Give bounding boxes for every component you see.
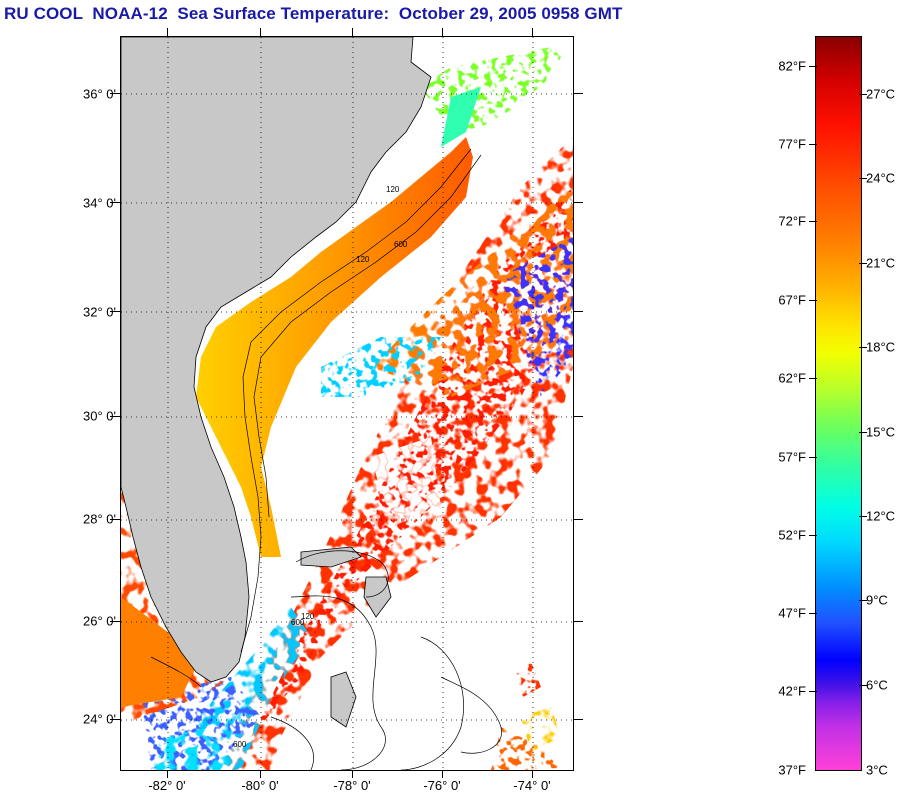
colorbar-f-label: 52°F [778, 527, 806, 543]
colorbar-tick [859, 685, 867, 686]
lat-tick [110, 621, 120, 622]
lat-tick [110, 202, 120, 203]
lon-tick [260, 770, 261, 778]
colorbar-c-label: 18°C [866, 339, 896, 355]
lat-tick [110, 416, 120, 417]
colorbar-c-label: 9°C [866, 592, 888, 608]
lon-tick [442, 28, 443, 36]
lat-tick [573, 416, 583, 417]
colorbar-tick [809, 144, 817, 145]
colorbar-f-label: 72°F [778, 213, 806, 229]
colorbar-f-label: 62°F [778, 370, 806, 386]
lon-label: -78° 0' [333, 778, 371, 793]
lat-tick [573, 311, 583, 312]
colorbar-c-label: 21°C [866, 255, 896, 271]
lat-label: 26° 0' [83, 613, 116, 629]
colorbar-tick [809, 378, 817, 379]
colorbar-tick [809, 66, 817, 67]
colorbar-tick [809, 457, 817, 458]
lon-label: -76° 0' [423, 778, 461, 793]
bathymetry-contours [150, 148, 502, 770]
lat-label: 34° 0' [83, 195, 116, 211]
colorbar-c-label: 6°C [866, 677, 888, 693]
sst-map[interactable]: 120 600 120 600 120 600 [120, 36, 574, 771]
lon-label: -74° 0' [513, 778, 551, 793]
colorbar-tick [809, 300, 817, 301]
sst-map-canvas: 120 600 120 600 120 600 [121, 37, 573, 770]
colorbar-f-label: 77°F [778, 136, 806, 152]
colorbar-tick [809, 221, 817, 222]
colorbar-f-label: 47°F [778, 605, 806, 621]
lon-tick [532, 770, 533, 778]
colorbar-c-label: 27°C [866, 86, 896, 102]
contour-label: 600 [233, 740, 247, 749]
lat-label: 36° 0' [83, 86, 116, 102]
colorbar-c-label: 15°C [866, 424, 896, 440]
lat-tick [573, 93, 583, 94]
colorbar-tick [809, 691, 817, 692]
colorbar-tick [859, 600, 867, 601]
colorbar-tick [859, 516, 867, 517]
lat-tick [110, 93, 120, 94]
lon-tick [532, 28, 533, 36]
lon-tick [167, 770, 168, 778]
colorbar-tick [859, 94, 867, 95]
temperature-colorbar [815, 36, 862, 771]
lat-label: 24° 0' [83, 711, 116, 727]
colorbar-f-label: 67°F [778, 292, 806, 308]
lon-tick [352, 28, 353, 36]
graticule [121, 37, 573, 770]
colorbar-c-label: 24°C [866, 170, 896, 186]
lat-tick [110, 719, 120, 720]
contour-label: 120 [356, 255, 370, 264]
colorbar-f-label: 37°F [778, 762, 806, 778]
lat-tick [573, 719, 583, 720]
colorbar-tick [859, 263, 867, 264]
colorbar-f-label: 82°F [778, 58, 806, 74]
colorbar-tick [809, 535, 817, 536]
colorbar-c-label: 12°C [866, 508, 896, 524]
colorbar-f-label: 42°F [778, 683, 806, 699]
map-title: RU COOL NOAA-12 Sea Surface Temperature:… [4, 4, 623, 23]
lon-tick [442, 770, 443, 778]
lon-label: -82° 0' [148, 778, 186, 793]
contour-label: 600 [394, 240, 408, 249]
bahamas-islands [300, 546, 392, 728]
lat-label: 30° 0' [83, 408, 116, 424]
colorbar-tick [859, 347, 867, 348]
contour-label: 600 [291, 618, 305, 627]
colorbar-c-label: 3°C [866, 762, 888, 778]
lon-tick [167, 28, 168, 36]
colorbar-tick [809, 613, 817, 614]
lat-tick [573, 519, 583, 520]
contour-labels: 120 600 120 600 120 600 [233, 185, 408, 749]
colorbar-f-label: 57°F [778, 449, 806, 465]
colorbar-tick [859, 432, 867, 433]
lat-tick [573, 621, 583, 622]
lon-tick [260, 28, 261, 36]
lat-tick [573, 202, 583, 203]
contour-label: 120 [386, 185, 400, 194]
lon-label: -80° 0' [241, 778, 279, 793]
contour-label: 120 [301, 612, 315, 621]
colorbar-tick [859, 178, 867, 179]
lat-label: 32° 0' [83, 304, 116, 320]
lon-tick [352, 770, 353, 778]
lat-tick [110, 519, 120, 520]
lat-label: 28° 0' [83, 511, 116, 527]
lat-tick [110, 311, 120, 312]
land-southeast-us [121, 37, 432, 683]
